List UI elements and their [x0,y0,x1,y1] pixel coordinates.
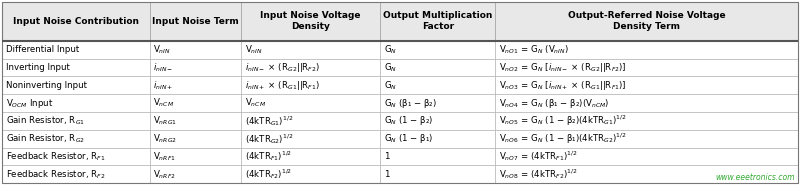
Bar [2,59,150,76]
Text: Gain Resistor, R$_{G2}$: Gain Resistor, R$_{G2}$ [6,132,86,145]
Bar [150,130,241,148]
Text: V$_{nRF1}$: V$_{nRF1}$ [154,150,176,163]
Text: G$_N$ (1 − β₂): G$_N$ (1 − β₂) [384,114,434,127]
Text: Feedback Resistor, R$_{F1}$: Feedback Resistor, R$_{F1}$ [6,150,106,163]
Text: V$_{nCM}$: V$_{nCM}$ [245,97,266,109]
Text: $i_{nIN+}$: $i_{nIN+}$ [154,79,174,92]
Bar [2,76,150,94]
Bar [2,112,150,130]
Text: G$_N$ (β₁ − β₂): G$_N$ (β₁ − β₂) [384,97,437,110]
Text: Input Noise Voltage
Density: Input Noise Voltage Density [260,11,361,31]
Bar [241,59,380,76]
Bar [380,76,495,94]
Text: Output-Referred Noise Voltage
Density Term: Output-Referred Noise Voltage Density Te… [568,11,726,31]
Bar [380,130,495,148]
Text: V$_{nO6}$ = G$_N$ (1 − β₁)(4kTR$_{G2}$)$^{1/2}$: V$_{nO6}$ = G$_N$ (1 − β₁)(4kTR$_{G2}$)$… [499,132,627,146]
Bar [150,94,241,112]
Bar [380,2,495,41]
Text: Inverting Input: Inverting Input [6,63,70,72]
Text: Input Noise Contribution: Input Noise Contribution [13,17,139,26]
Text: $i_{nIN-}$: $i_{nIN-}$ [154,61,174,74]
Bar [241,165,380,183]
Bar [380,165,495,183]
Text: Output Multiplication
Factor: Output Multiplication Factor [383,11,493,31]
Text: (4kTR$_{F1}$)$^{1/2}$: (4kTR$_{F1}$)$^{1/2}$ [245,149,292,163]
Bar [495,148,798,165]
Bar [380,112,495,130]
Bar [380,59,495,76]
Bar [150,148,241,165]
Text: V$_{nO2}$ = G$_N$ [$i_{nIN-}$ × (R$_{G2}$||R$_{F2}$)]: V$_{nO2}$ = G$_N$ [$i_{nIN-}$ × (R$_{G2}… [499,61,627,74]
Bar [495,112,798,130]
Text: (4kTR$_{G1}$)$^{1/2}$: (4kTR$_{G1}$)$^{1/2}$ [245,114,294,128]
Bar [150,2,241,41]
Text: G$_N$ (1 − β₁): G$_N$ (1 − β₁) [384,132,434,145]
Text: V$_{nIN}$: V$_{nIN}$ [154,43,171,56]
Text: Feedback Resistor, R$_{F2}$: Feedback Resistor, R$_{F2}$ [6,168,106,181]
Bar [2,130,150,148]
Text: (4kTR$_{F2}$)$^{1/2}$: (4kTR$_{F2}$)$^{1/2}$ [245,167,292,181]
Bar [495,94,798,112]
Text: V$_{nIN}$: V$_{nIN}$ [245,43,263,56]
Bar [380,94,495,112]
Bar [495,76,798,94]
Bar [150,112,241,130]
Text: V$_{nO1}$ = G$_N$ (V$_{nIN}$): V$_{nO1}$ = G$_N$ (V$_{nIN}$) [499,43,570,56]
Bar [2,94,150,112]
Text: V$_{nCM}$: V$_{nCM}$ [154,97,174,109]
Text: Input Noise Term: Input Noise Term [152,17,238,26]
Bar [495,59,798,76]
Text: $i_{nIN+}$ × (R$_{G1}$||R$_{F1}$): $i_{nIN+}$ × (R$_{G1}$||R$_{F1}$) [245,79,320,92]
Text: 1: 1 [384,152,390,161]
Text: V$_{OCM}$ Input: V$_{OCM}$ Input [6,97,54,110]
Bar [241,94,380,112]
Text: G$_N$: G$_N$ [384,43,397,56]
Text: V$_{nRG2}$: V$_{nRG2}$ [154,132,178,145]
Bar [241,41,380,59]
Text: Gain Resistor, R$_{G1}$: Gain Resistor, R$_{G1}$ [6,115,86,127]
Text: $i_{nIN-}$ × (R$_{G2}$||R$_{F2}$): $i_{nIN-}$ × (R$_{G2}$||R$_{F2}$) [245,61,320,74]
Bar [241,2,380,41]
Text: Noninverting Input: Noninverting Input [6,81,87,90]
Bar [150,76,241,94]
Text: V$_{nO3}$ = G$_N$ [$i_{nIN+}$ × (R$_{G1}$||R$_{F1}$)]: V$_{nO3}$ = G$_N$ [$i_{nIN+}$ × (R$_{G1}… [499,79,627,92]
Bar [495,41,798,59]
Text: V$_{nRG1}$: V$_{nRG1}$ [154,115,178,127]
Bar [495,130,798,148]
Text: G$_N$: G$_N$ [384,79,397,92]
Bar [2,2,150,41]
Bar [495,2,798,41]
Bar [2,41,150,59]
Bar [495,165,798,183]
Text: V$_{nO5}$ = G$_N$ (1 − β₂)(4kTR$_{G1}$)$^{1/2}$: V$_{nO5}$ = G$_N$ (1 − β₂)(4kTR$_{G1}$)$… [499,114,627,128]
Bar [2,148,150,165]
Text: Differential Input: Differential Input [6,45,80,54]
Text: V$_{nO7}$ = (4kTR$_{F1}$)$^{1/2}$: V$_{nO7}$ = (4kTR$_{F1}$)$^{1/2}$ [499,149,578,163]
Text: www.eeetronics.com: www.eeetronics.com [715,173,794,182]
Bar [380,148,495,165]
Text: G$_N$: G$_N$ [384,61,397,74]
Bar [241,76,380,94]
Bar [241,130,380,148]
Text: V$_{nO4}$ = G$_N$ (β₁ − β₂)(V$_{nCM}$): V$_{nO4}$ = G$_N$ (β₁ − β₂)(V$_{nCM}$) [499,97,610,110]
Text: (4kTR$_{G2}$)$^{1/2}$: (4kTR$_{G2}$)$^{1/2}$ [245,132,294,146]
Bar [150,41,241,59]
Text: 1: 1 [384,170,390,179]
Bar [150,59,241,76]
Bar [150,165,241,183]
Bar [241,148,380,165]
Text: V$_{nRF2}$: V$_{nRF2}$ [154,168,176,181]
Bar [380,41,495,59]
Text: V$_{nO8}$ = (4kTR$_{F2}$)$^{1/2}$: V$_{nO8}$ = (4kTR$_{F2}$)$^{1/2}$ [499,167,578,181]
Bar [2,165,150,183]
Bar [241,112,380,130]
